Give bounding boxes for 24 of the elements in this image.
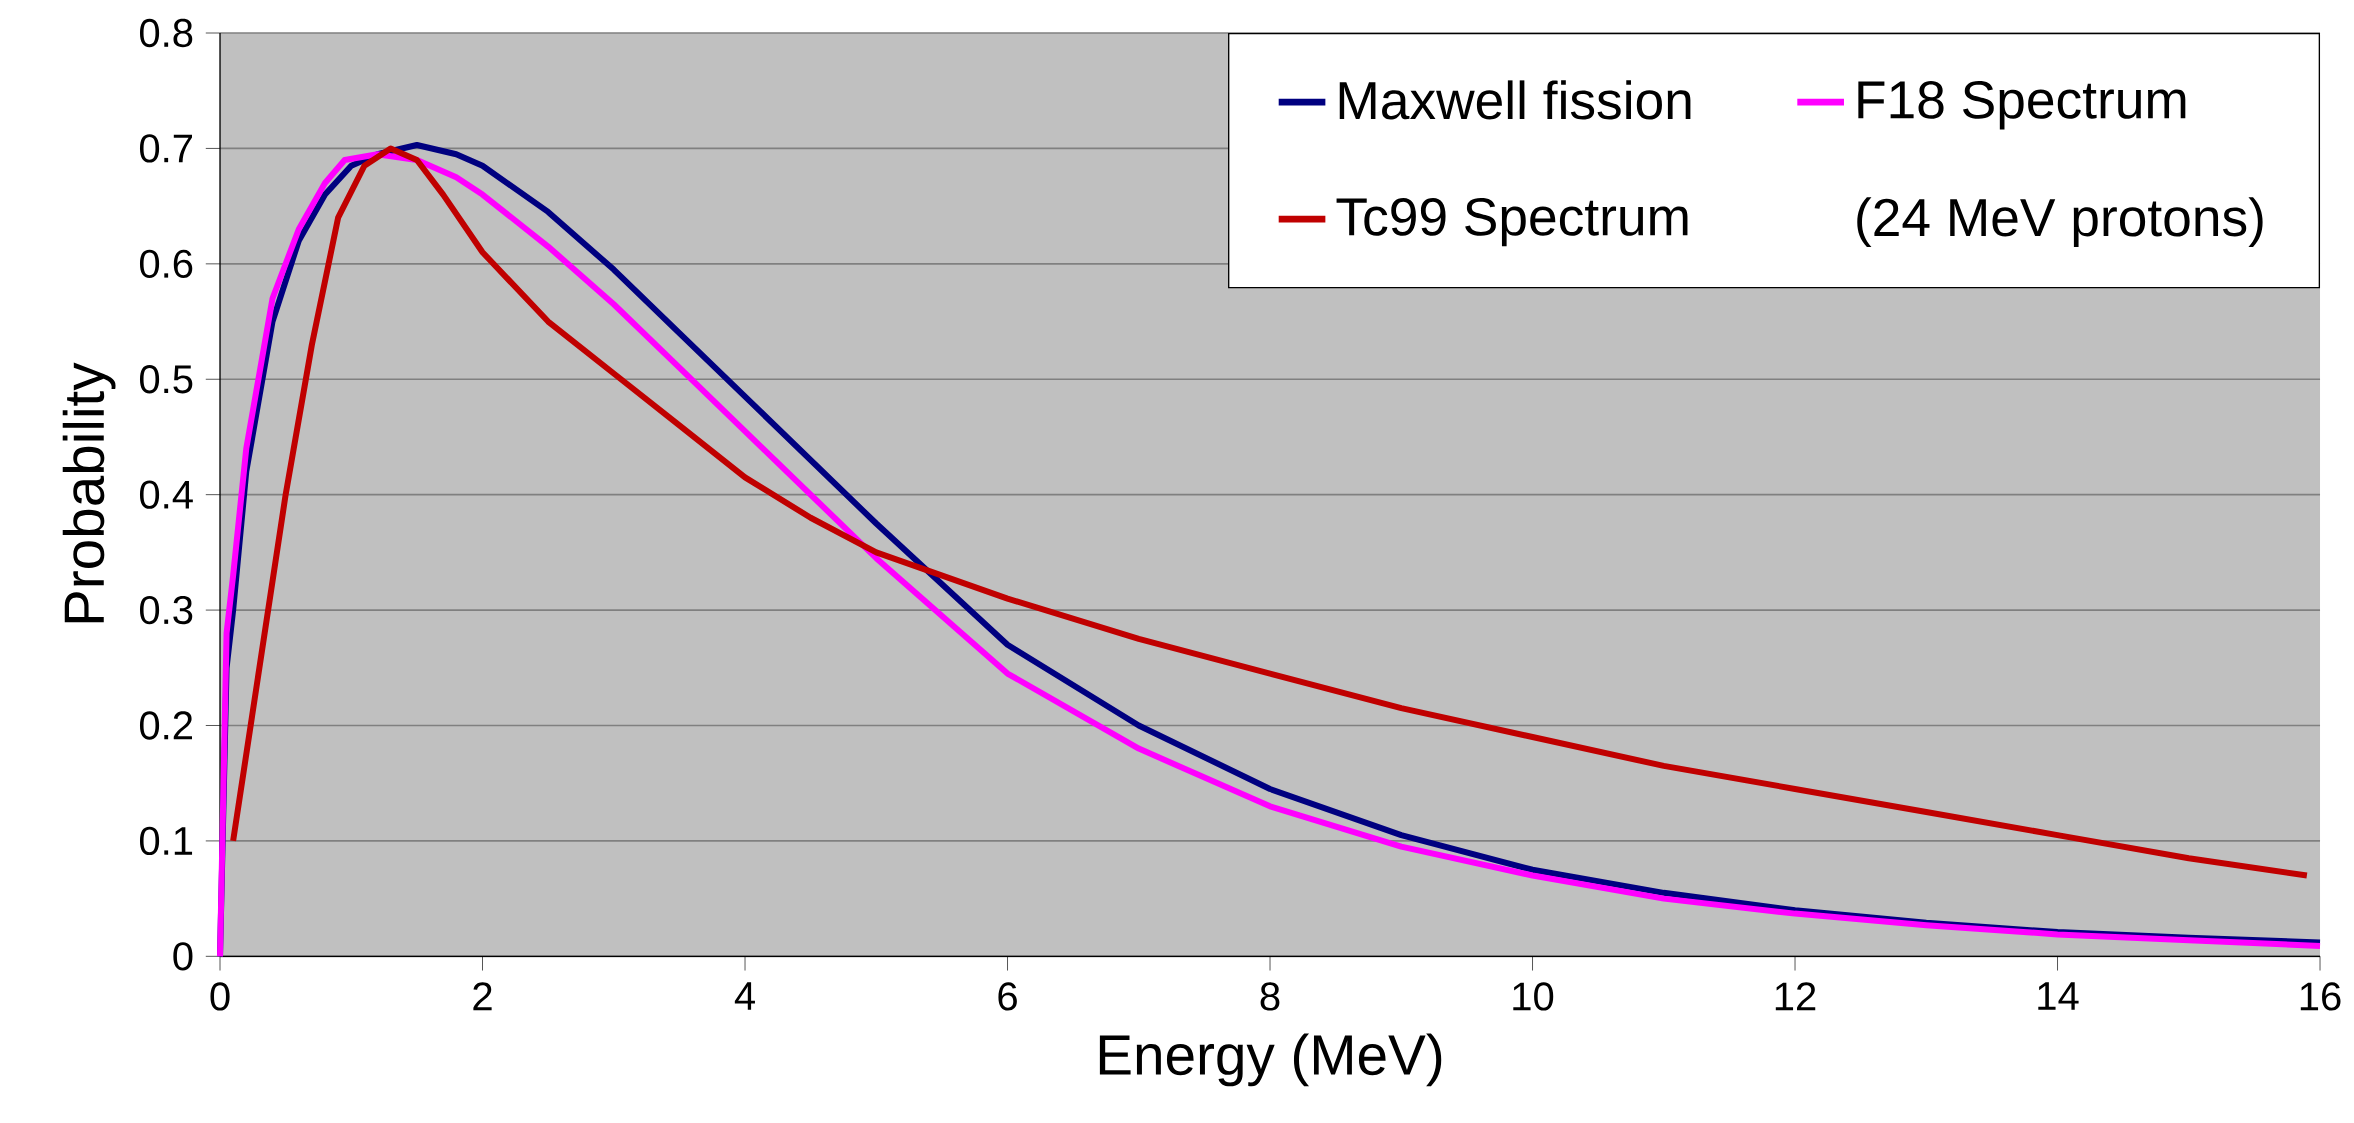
- x-axis-title: Energy (MeV): [1099, 1033, 1442, 1087]
- y-tick-label: 0.6: [139, 249, 193, 278]
- legend-label: Maxwell fission: [1339, 80, 1691, 120]
- y-tick-label: 0.7: [139, 134, 192, 163]
- legend-label: F18 Spectrum: [1858, 81, 2186, 130]
- y-tick-label: 0.2: [139, 711, 192, 740]
- x-tick-label: 0: [210, 982, 230, 1011]
- x-tick-label: 12: [1775, 982, 1816, 1011]
- legend-label: Tc99 Spectrum: [1336, 198, 1688, 247]
- x-tick-label: 8: [1260, 982, 1280, 1011]
- x-tick-label: 10: [1513, 982, 1554, 1011]
- y-tick-label: 0: [173, 942, 193, 971]
- y-tick-label: 0.8: [139, 18, 193, 48]
- x-tick-label: 14: [2038, 982, 2079, 1010]
- x-tick-label: 2: [473, 982, 492, 1011]
- y-tick-label: 0.3: [139, 595, 193, 625]
- y-tick-label: 0.5: [139, 365, 193, 394]
- y-tick-label: 0.4: [139, 480, 193, 509]
- annotation: (24 MeV protons): [1857, 197, 2263, 248]
- x-tick-label: 6: [998, 982, 1017, 1011]
- x-tick-label: 4: [734, 982, 755, 1010]
- y-tick-label: 0.1: [139, 826, 193, 856]
- y-axis-title: Probability: [62, 362, 116, 623]
- x-tick-label: 16: [2300, 982, 2341, 1011]
